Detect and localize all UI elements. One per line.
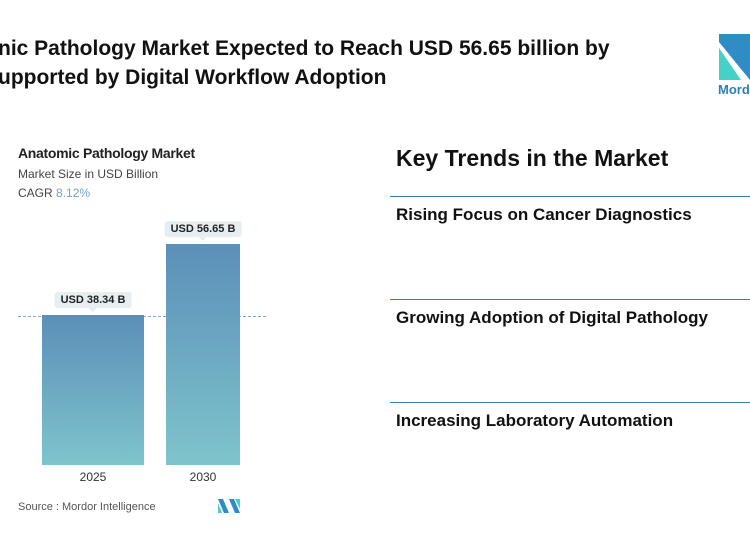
mordor-small-logo-icon bbox=[218, 499, 240, 513]
cagr-label: CAGR bbox=[18, 186, 53, 200]
title-line-1: nic Pathology Market Expected to Reach U… bbox=[0, 37, 610, 60]
x-tick-label: 2030 bbox=[189, 470, 217, 484]
data-label: USD 56.65 B bbox=[164, 221, 242, 241]
logo-text: Mordo bbox=[718, 82, 750, 97]
data-label: USD 38.34 B bbox=[54, 292, 132, 313]
trend-label: Rising Focus on Cancer Diagnostics bbox=[396, 205, 692, 224]
bar-2025 bbox=[42, 315, 144, 465]
chart-title: Anatomic Pathology Market bbox=[18, 145, 195, 161]
trend-item: Growing Adoption of Digital Pathology bbox=[390, 299, 750, 327]
mordor-logo-icon bbox=[719, 34, 750, 80]
chart-subtitle: Market Size in USD Billion bbox=[18, 167, 159, 181]
trend-item: Rising Focus on Cancer Diagnostics bbox=[390, 196, 750, 224]
trend-item: Increasing Laboratory Automation bbox=[390, 402, 750, 430]
page-title: nic Pathology Market Expected to Reach U… bbox=[0, 34, 610, 92]
cagr: CAGR 8.12% bbox=[18, 186, 90, 200]
cagr-value: 8.12% bbox=[56, 186, 91, 200]
trend-label: Increasing Laboratory Automation bbox=[396, 411, 674, 430]
title-line-2: upported by Digital Workflow Adoption bbox=[0, 66, 387, 89]
trend-label: Growing Adoption of Digital Pathology bbox=[396, 308, 708, 327]
bar-2030 bbox=[166, 244, 240, 465]
source: Source : Mordor Intelligence bbox=[18, 501, 156, 513]
x-tick-label: 2025 bbox=[79, 470, 107, 484]
key-trends-title: Key Trends in the Market bbox=[396, 145, 669, 171]
